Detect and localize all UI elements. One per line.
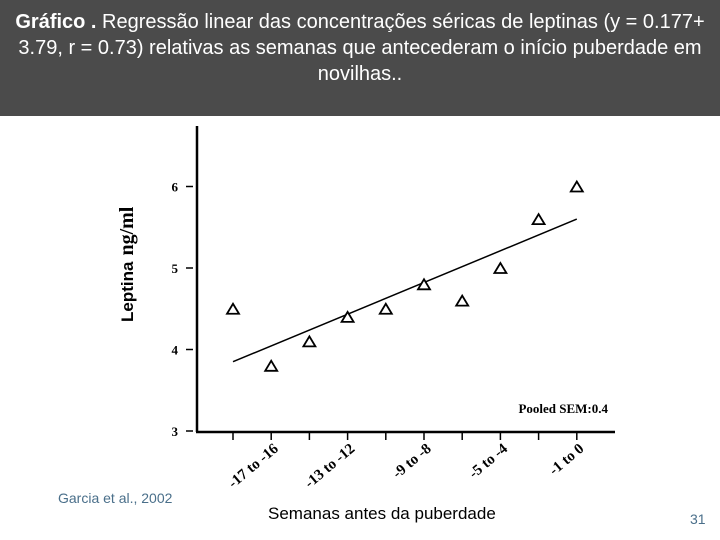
data-point [340, 310, 356, 323]
x-tick-label: -5 to -4 [466, 440, 511, 481]
x-tick-label: -1 to 0 [546, 441, 587, 479]
data-point [492, 261, 508, 274]
page-number: 31 [690, 511, 706, 527]
y-tick-label: 6 [172, 180, 179, 195]
data-point [378, 302, 394, 315]
data-point [454, 293, 470, 307]
pooled-sem-annotation: Pooled SEM:0.4 [518, 401, 608, 416]
x-axis-label: Semanas antes da puberdade [268, 504, 496, 523]
data-point [225, 302, 241, 315]
data-point [531, 212, 547, 226]
citation: Garcia et al., 2002 [58, 490, 173, 506]
data-point [301, 334, 317, 348]
x-tick-label: -13 to -12 [302, 441, 358, 492]
x-tick-label: -17 to -16 [226, 440, 283, 491]
regression-line [232, 218, 578, 363]
x-tick-label: -9 to -8 [390, 441, 435, 482]
data-point [569, 179, 585, 193]
marks [225, 179, 585, 372]
title-bold: Gráfico . [15, 11, 97, 33]
y-tick-label: 3 [172, 424, 179, 439]
axes: 3 4 5 6 -17 to -16 -13 to -12 -9 to -8 -5 to -4… [172, 126, 615, 492]
y-tick-label: 4 [172, 343, 179, 358]
data-point [416, 277, 432, 291]
y-tick-label: 5 [172, 261, 179, 276]
data-point [263, 359, 279, 372]
title-text: Regressão linear das concentrações séric… [18, 11, 705, 85]
slide-title: Gráfico . Regressão linear das concentra… [0, 0, 720, 116]
y-axis-label: Leptinang/ml [116, 206, 138, 322]
